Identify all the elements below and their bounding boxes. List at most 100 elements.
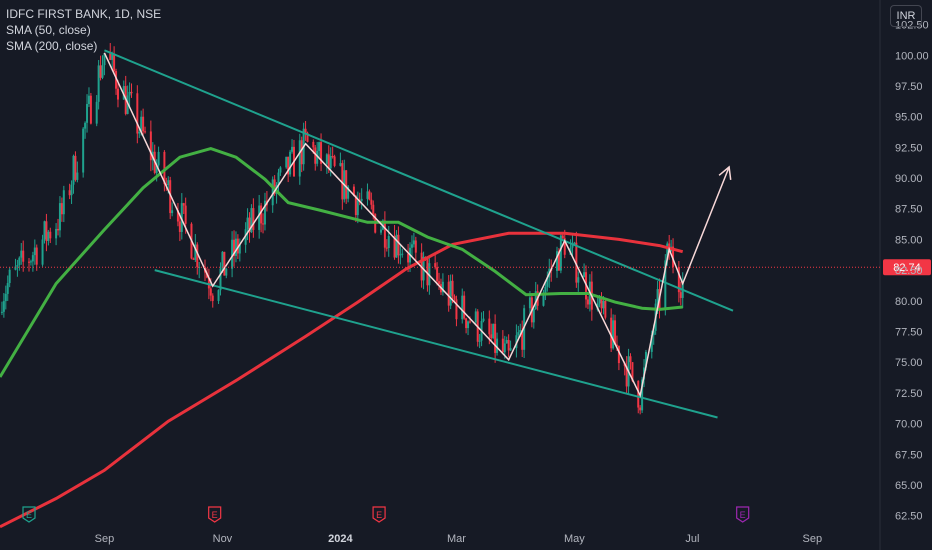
candle-body [28,261,31,263]
candle-body [474,311,477,323]
candle-body [478,340,481,342]
candle-body [652,330,655,336]
candle-body [87,95,90,104]
candle-body [300,140,303,165]
candle-body [577,277,580,283]
earnings-event-marker[interactable] [372,506,386,523]
channel-lower-line [154,269,718,419]
candle-body [182,203,185,206]
candle-body [217,290,220,301]
candle-body [345,170,348,199]
candle-body [99,65,102,78]
zigzag-line [103,52,730,398]
candle-body [252,208,255,230]
candle-body [57,228,60,231]
earnings-event-marker[interactable] [22,506,36,523]
x-tick-label: Jul [685,533,699,545]
candle-body [312,141,315,148]
earnings-event-marker[interactable] [208,506,222,523]
candle-body [171,210,174,214]
y-tick-label: 70.00 [895,419,923,431]
candle-body [610,317,613,349]
candle-body [298,140,301,177]
candle-body [494,323,497,353]
candle-body [287,156,290,175]
candle-body [194,244,197,260]
candle-body [219,268,222,291]
candle-body [666,243,669,261]
candle-body [602,300,605,309]
candle-body [163,151,166,185]
candle-body [556,251,559,271]
candle-body [501,338,504,353]
candle-body [339,163,342,166]
candle-body [519,330,522,333]
candle-body [126,95,129,114]
candle-body [507,339,510,351]
candle-body [16,265,19,267]
candle-body [318,142,321,151]
sma50-legend-label: SMA (50, close) [6,23,91,37]
candle-body [615,344,618,347]
y-tick-label: 97.50 [895,81,923,93]
candle-body [407,253,410,263]
candle-body [395,234,398,258]
earnings-event-label: E [740,510,746,520]
candle-body [461,295,464,320]
candle-body [262,223,265,225]
earnings-event-label: E [26,510,32,520]
candle-body [664,260,667,309]
candle-body [31,255,34,262]
candle-body [68,190,71,196]
candle-body [383,220,386,248]
candle-body [360,198,363,201]
candle-body [285,156,288,168]
candle-body [436,267,439,282]
candle-body [314,147,317,164]
candle-body [289,151,292,175]
currency-button[interactable]: INR [890,5,922,27]
candle-body [236,238,239,254]
candle-body [223,251,226,276]
candle-body [370,199,373,205]
candle-body [20,250,23,258]
candle-body [128,91,131,96]
candle-body [221,251,224,269]
last-price-label-bg [883,259,931,276]
candle-body [598,296,601,304]
earnings-event-marker[interactable] [736,506,750,523]
candle-body [467,321,470,329]
candle-body [428,263,431,286]
sma200-legend-label: SMA (200, close) [6,39,98,53]
candle-body [426,258,429,286]
candle-body [320,142,323,164]
candle-body [6,283,9,294]
candle-body [455,299,458,320]
candle-body [492,323,495,339]
candle-body [387,236,390,249]
candle-body [231,239,234,269]
candle-body [488,318,491,335]
candle-body [180,203,183,232]
earnings-event-label: E [212,510,218,520]
candle-body [45,221,48,241]
candle-body [656,289,659,304]
candle-body [399,254,402,256]
earnings-event-label: E [376,510,382,520]
candle-body [490,334,493,339]
candle-body [101,65,104,78]
candle-body [304,128,307,133]
y-tick-label: 62.50 [895,511,923,523]
candle-body [29,261,32,263]
candle-body [393,236,396,258]
candle-body [410,244,413,248]
candle-body [306,132,309,142]
candle-body [234,238,237,256]
y-tick-label: 82.50 [895,265,923,277]
candle-body [207,277,210,289]
candle-body [325,154,328,164]
zigzag-arrow-head [718,165,732,180]
candle-body [639,407,642,411]
